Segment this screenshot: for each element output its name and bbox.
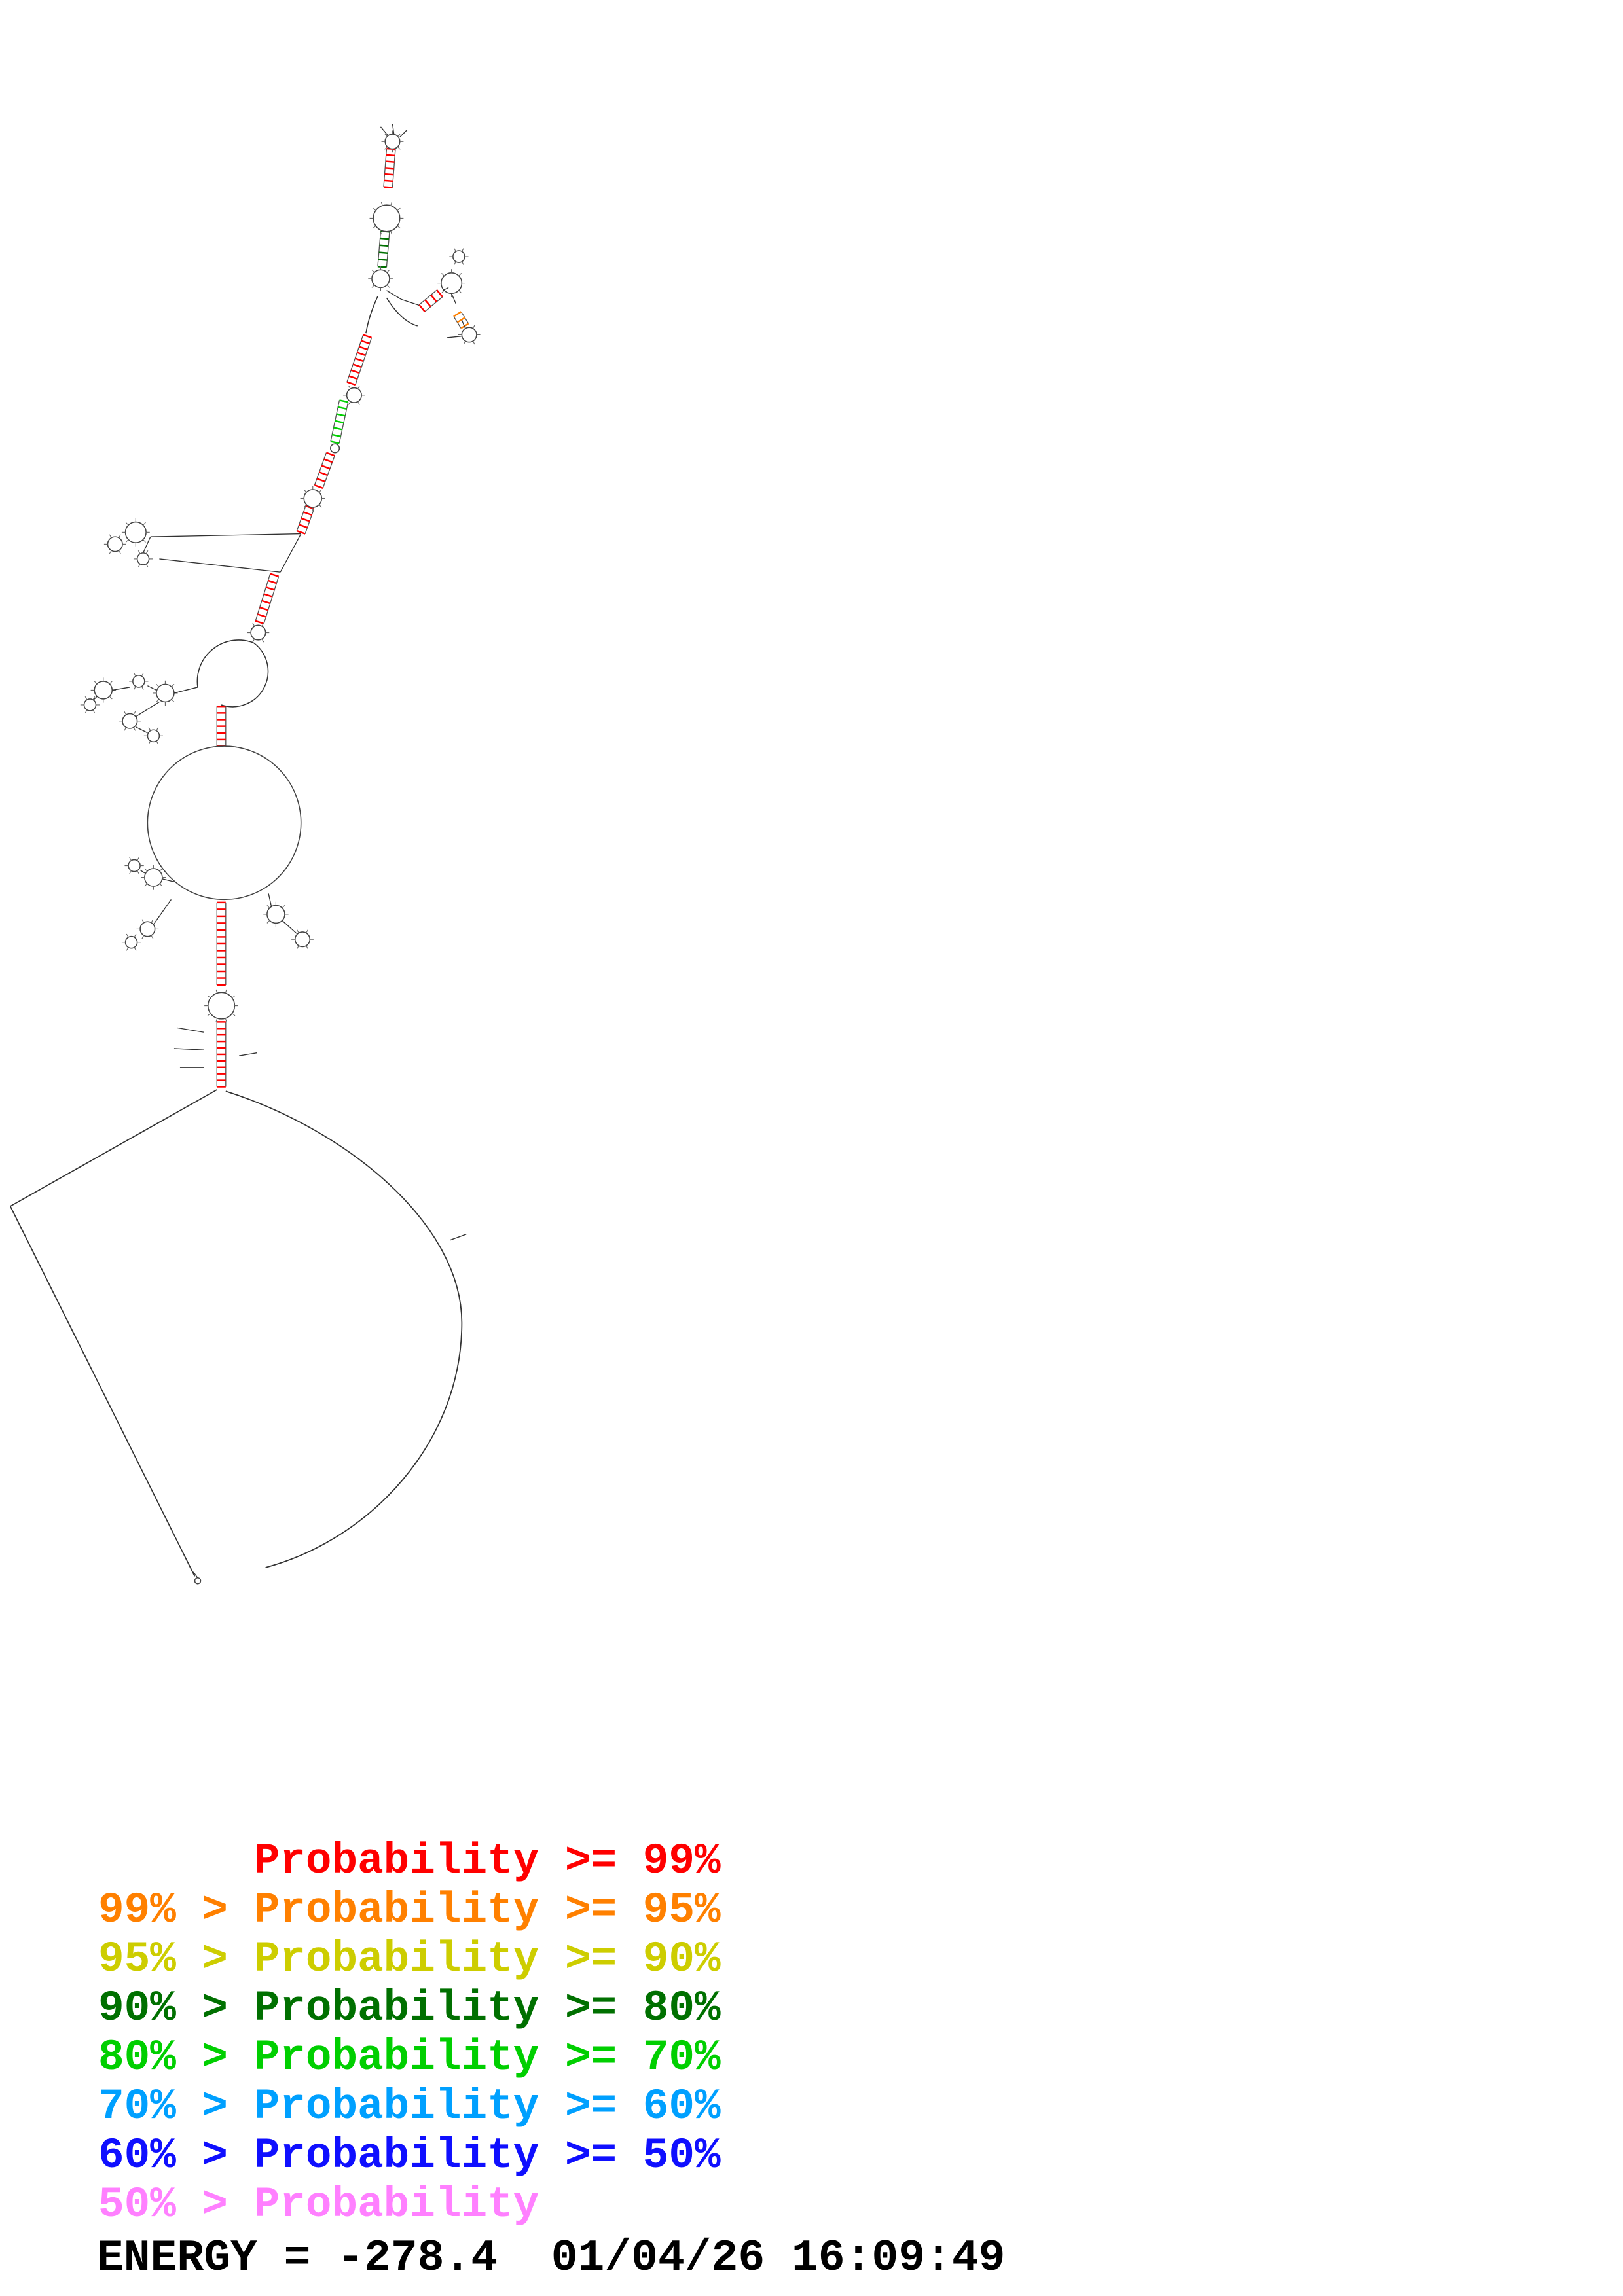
legend-entry: 60% > Probability >= 50% [98, 2131, 721, 2180]
legend-entry: 80% > Probability >= 70% [98, 2033, 721, 2082]
probability-legend: Probability >= 99% 99% > Probability >= 9… [98, 1837, 721, 2229]
legend-entry: Probability >= 99% [98, 1837, 721, 1886]
legend-entry: 50% > Probability [98, 2180, 539, 2229]
legend-entry: 95% > Probability >= 90% [98, 1935, 721, 1984]
legend-entry: 90% > Probability >= 80% [98, 1984, 721, 2033]
energy-label: ENERGY = -278.4 01/04/26 16:09:49 [97, 2233, 1006, 2284]
legend-entry: 70% > Probability >= 60% [98, 2082, 721, 2131]
legend-entry: 99% > Probability >= 95% [98, 1886, 721, 1935]
